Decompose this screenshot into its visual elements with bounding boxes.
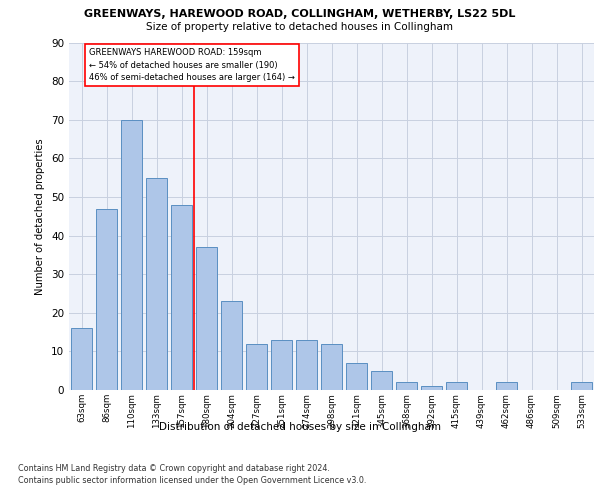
Bar (346, 363, 367, 390)
Bar (71, 328, 92, 390)
Bar (321, 344, 342, 390)
Text: GREENWAYS, HAREWOOD ROAD, COLLINGHAM, WETHERBY, LS22 5DL: GREENWAYS, HAREWOOD ROAD, COLLINGHAM, WE… (85, 9, 515, 19)
Bar (146, 178, 167, 390)
Bar (421, 386, 442, 390)
Bar (196, 247, 217, 390)
Bar (571, 382, 592, 390)
Bar (221, 301, 242, 390)
Bar (271, 340, 292, 390)
Bar (121, 120, 142, 390)
Y-axis label: Number of detached properties: Number of detached properties (35, 138, 46, 294)
Bar (446, 382, 467, 390)
Text: Size of property relative to detached houses in Collingham: Size of property relative to detached ho… (146, 22, 454, 32)
Bar (246, 344, 267, 390)
Text: Contains public sector information licensed under the Open Government Licence v3: Contains public sector information licen… (18, 476, 367, 485)
Bar (171, 204, 192, 390)
Text: Distribution of detached houses by size in Collingham: Distribution of detached houses by size … (159, 422, 441, 432)
Text: Contains HM Land Registry data © Crown copyright and database right 2024.: Contains HM Land Registry data © Crown c… (18, 464, 330, 473)
Bar (371, 370, 392, 390)
Bar (396, 382, 417, 390)
Bar (496, 382, 517, 390)
Bar (96, 208, 117, 390)
Text: GREENWAYS HAREWOOD ROAD: 159sqm
← 54% of detached houses are smaller (190)
46% o: GREENWAYS HAREWOOD ROAD: 159sqm ← 54% of… (89, 48, 295, 82)
Bar (296, 340, 317, 390)
